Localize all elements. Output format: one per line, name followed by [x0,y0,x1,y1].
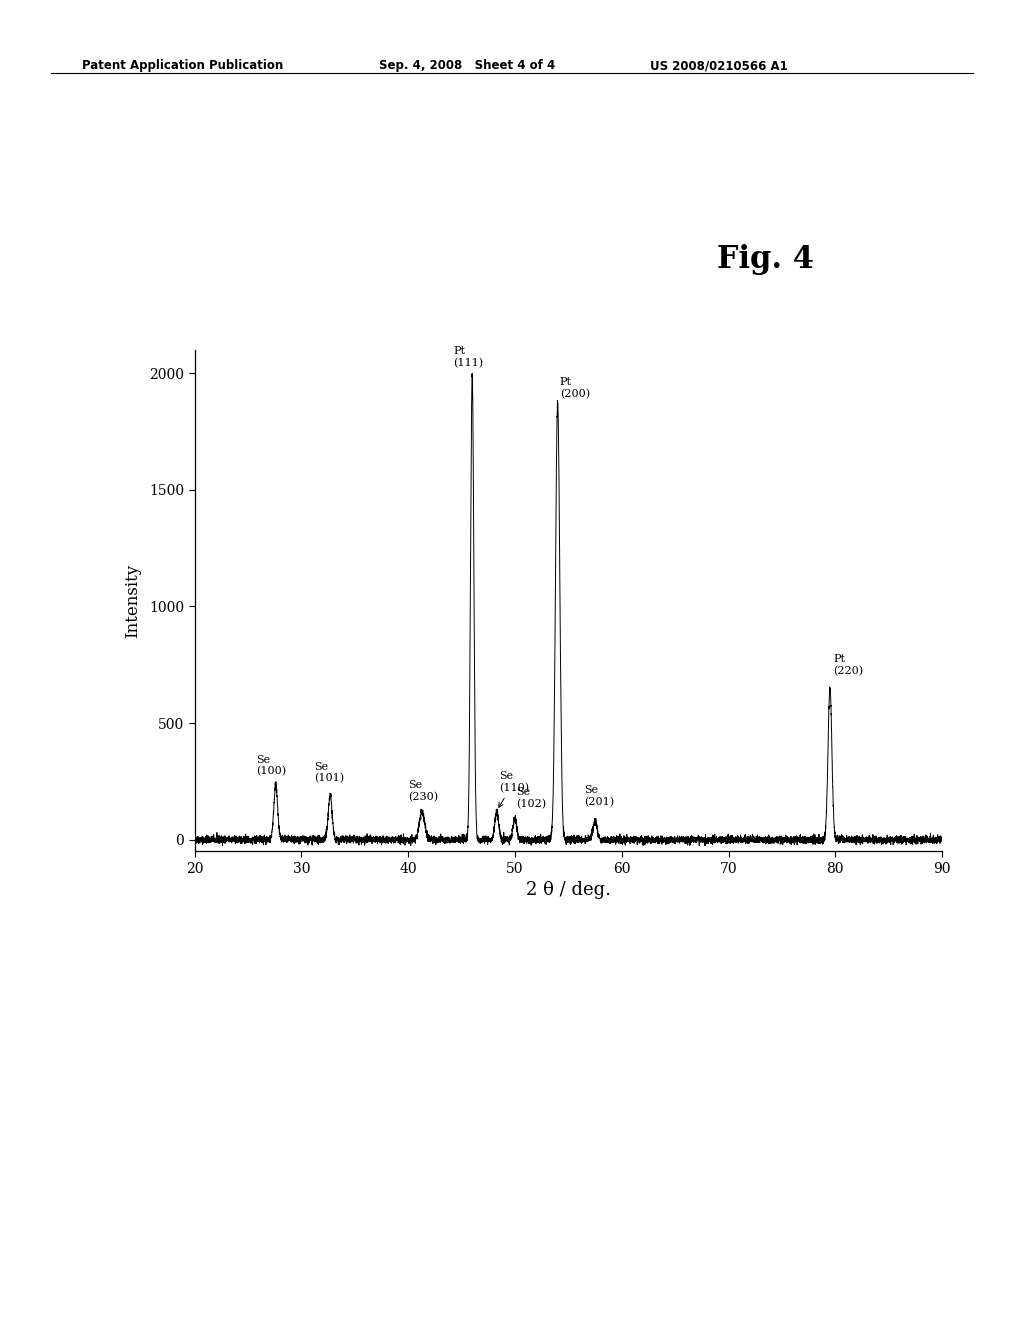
Text: Pt
(220): Pt (220) [834,655,863,676]
Text: Se
(201): Se (201) [585,785,614,807]
Text: Se
(230): Se (230) [409,780,438,803]
Text: Se
(101): Se (101) [314,762,344,784]
Text: Se
(100): Se (100) [256,755,287,776]
Text: Se
(110): Se (110) [499,771,529,808]
X-axis label: 2 θ / deg.: 2 θ / deg. [525,882,611,899]
Y-axis label: Intensity: Intensity [124,564,140,638]
Text: Pt
(111): Pt (111) [453,346,483,368]
Text: Se
(102): Se (102) [516,788,546,809]
Text: Pt
(200): Pt (200) [560,376,590,399]
Text: Sep. 4, 2008   Sheet 4 of 4: Sep. 4, 2008 Sheet 4 of 4 [379,59,555,73]
Text: US 2008/0210566 A1: US 2008/0210566 A1 [650,59,788,73]
Text: Fig. 4: Fig. 4 [717,244,814,275]
Text: Patent Application Publication: Patent Application Publication [82,59,284,73]
